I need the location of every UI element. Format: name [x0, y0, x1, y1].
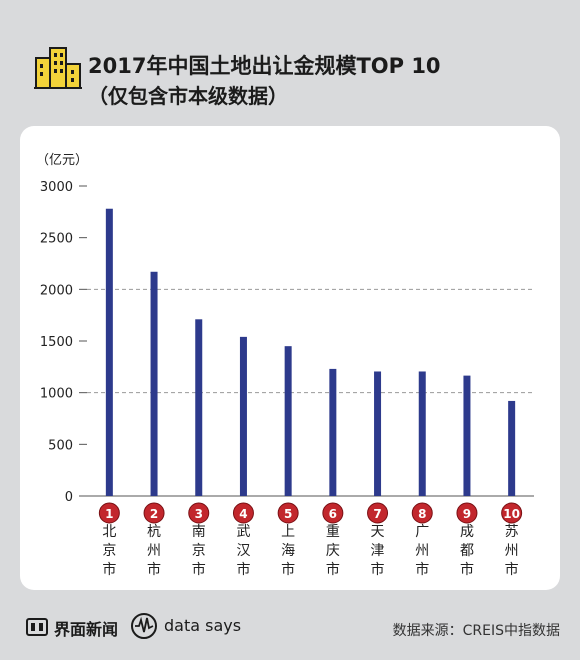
x-tick-label: 成都市	[460, 524, 474, 578]
rank-badge	[188, 502, 210, 524]
chart-card: （亿元） 0 500 1000 1500 2000 2500 3000 1 北京市 2 杭州市 3 南京市…	[20, 126, 560, 590]
y-tick-label: 3000	[40, 180, 73, 195]
chart-subtitle: （仅包含市本级数据）	[88, 84, 288, 108]
rank-badge	[322, 502, 344, 524]
rank-badge	[143, 502, 165, 524]
bar	[284, 346, 292, 496]
rank-badge	[277, 502, 299, 524]
bar	[418, 371, 426, 496]
data-says-text: data says	[164, 616, 242, 635]
x-tick-label: 天津市	[371, 524, 385, 578]
rank-number: 3	[195, 507, 203, 521]
footer: 界面新闻 data says 数据来源：CREIS中指数据	[0, 600, 580, 650]
rank-number: 8	[418, 507, 426, 521]
y-tick-label: 2500	[40, 232, 73, 247]
y-axis-label: （亿元）	[36, 153, 88, 168]
data-says-icon	[131, 613, 157, 639]
rank-badge	[232, 502, 254, 524]
jiemian-logo-icon	[26, 618, 48, 636]
y-tick-label: 2000	[40, 283, 73, 298]
bar	[463, 375, 471, 496]
rank-number: 7	[373, 507, 381, 521]
header: 2017年中国土地出让金规模TOP 10 （仅包含市本级数据）	[34, 40, 574, 110]
jiemian-logo-text: 界面新闻	[54, 620, 119, 639]
rank-badge	[367, 502, 389, 524]
rank-badge	[98, 502, 120, 524]
rank-badge	[411, 502, 433, 524]
bar	[329, 368, 337, 496]
x-tick-label: 重庆市	[326, 524, 340, 578]
x-tick-label: 杭州市	[147, 524, 161, 578]
y-tick-label: 500	[48, 438, 73, 453]
y-tick-label: 1000	[40, 387, 73, 402]
data-source: 数据来源：CREIS中指数据	[392, 623, 560, 639]
building-icon	[34, 47, 82, 89]
x-tick-label: 南京市	[192, 524, 206, 578]
x-tick-label: 武汉市	[236, 524, 250, 578]
y-tick-label: 1500	[40, 335, 73, 350]
rank-badge	[501, 502, 523, 524]
bar	[105, 208, 113, 496]
rank-number: 6	[329, 507, 337, 521]
bar	[239, 336, 247, 496]
chart-title: 2017年中国土地出让金规模TOP 10	[88, 54, 441, 78]
rank-number: 5	[284, 507, 292, 521]
x-tick-label: 苏州市	[505, 524, 519, 578]
rank-number: 1	[105, 507, 113, 521]
rank-number: 9	[463, 507, 471, 521]
rank-badge	[456, 502, 478, 524]
bar	[195, 319, 203, 496]
bar	[374, 371, 382, 496]
rank-number: 2	[150, 507, 158, 521]
rank-number: 4	[239, 507, 247, 521]
x-tick-label: 北京市	[102, 524, 116, 578]
bar-chart: （亿元） 0 500 1000 1500 2000 2500 3000 1 北京市 2 杭州市 3 南京市…	[36, 153, 534, 578]
bar	[150, 271, 158, 496]
x-tick-label: 上海市	[281, 524, 295, 578]
rank-number: 10	[503, 507, 520, 521]
y-tick-label: 0	[65, 490, 73, 505]
x-tick-label: 广州市	[415, 524, 429, 578]
bar	[508, 400, 516, 496]
